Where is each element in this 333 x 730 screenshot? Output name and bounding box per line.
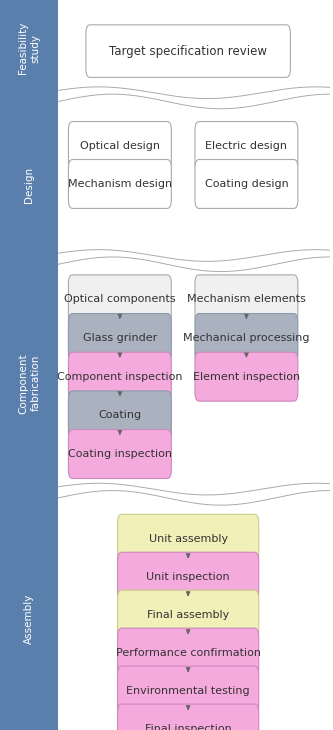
- Text: Performance confirmation: Performance confirmation: [116, 648, 261, 658]
- Text: Glass grinder: Glass grinder: [83, 333, 157, 343]
- Text: Optical components: Optical components: [64, 294, 176, 304]
- Text: Target specification review: Target specification review: [109, 45, 267, 58]
- FancyBboxPatch shape: [118, 704, 259, 730]
- Text: Mechanism design: Mechanism design: [68, 179, 172, 189]
- FancyBboxPatch shape: [69, 121, 171, 170]
- Text: Coating: Coating: [98, 410, 142, 420]
- Text: Final assembly: Final assembly: [147, 610, 229, 620]
- FancyBboxPatch shape: [69, 160, 171, 209]
- Text: Feasibility
study: Feasibility study: [18, 22, 40, 74]
- Text: Coating inspection: Coating inspection: [68, 449, 172, 459]
- Text: Mechanical processing: Mechanical processing: [183, 333, 310, 343]
- FancyBboxPatch shape: [118, 628, 259, 677]
- FancyBboxPatch shape: [195, 160, 298, 209]
- FancyBboxPatch shape: [69, 353, 171, 402]
- FancyBboxPatch shape: [118, 552, 259, 602]
- FancyBboxPatch shape: [86, 25, 290, 77]
- FancyBboxPatch shape: [195, 314, 298, 362]
- FancyBboxPatch shape: [69, 391, 171, 439]
- Text: Final inspection: Final inspection: [145, 723, 231, 730]
- FancyBboxPatch shape: [195, 275, 298, 324]
- Text: Unit assembly: Unit assembly: [149, 534, 228, 544]
- FancyBboxPatch shape: [69, 429, 171, 479]
- Text: Coating design: Coating design: [204, 179, 288, 189]
- FancyBboxPatch shape: [69, 275, 171, 324]
- FancyBboxPatch shape: [69, 314, 171, 362]
- Text: Unit inspection: Unit inspection: [146, 572, 230, 582]
- Text: Mechanism elements: Mechanism elements: [187, 294, 306, 304]
- Text: Component
fabrication: Component fabrication: [18, 353, 40, 414]
- Text: Design: Design: [24, 167, 34, 203]
- FancyBboxPatch shape: [118, 666, 259, 715]
- FancyBboxPatch shape: [195, 353, 298, 402]
- Text: Component inspection: Component inspection: [57, 372, 182, 382]
- FancyBboxPatch shape: [118, 514, 259, 564]
- FancyBboxPatch shape: [118, 590, 259, 639]
- FancyBboxPatch shape: [195, 121, 298, 170]
- Text: Assembly: Assembly: [24, 593, 34, 644]
- FancyBboxPatch shape: [0, 0, 58, 730]
- Text: Optical design: Optical design: [80, 141, 160, 151]
- Text: Element inspection: Element inspection: [193, 372, 300, 382]
- Text: Electric design: Electric design: [205, 141, 287, 151]
- Text: Environmental testing: Environmental testing: [126, 685, 250, 696]
